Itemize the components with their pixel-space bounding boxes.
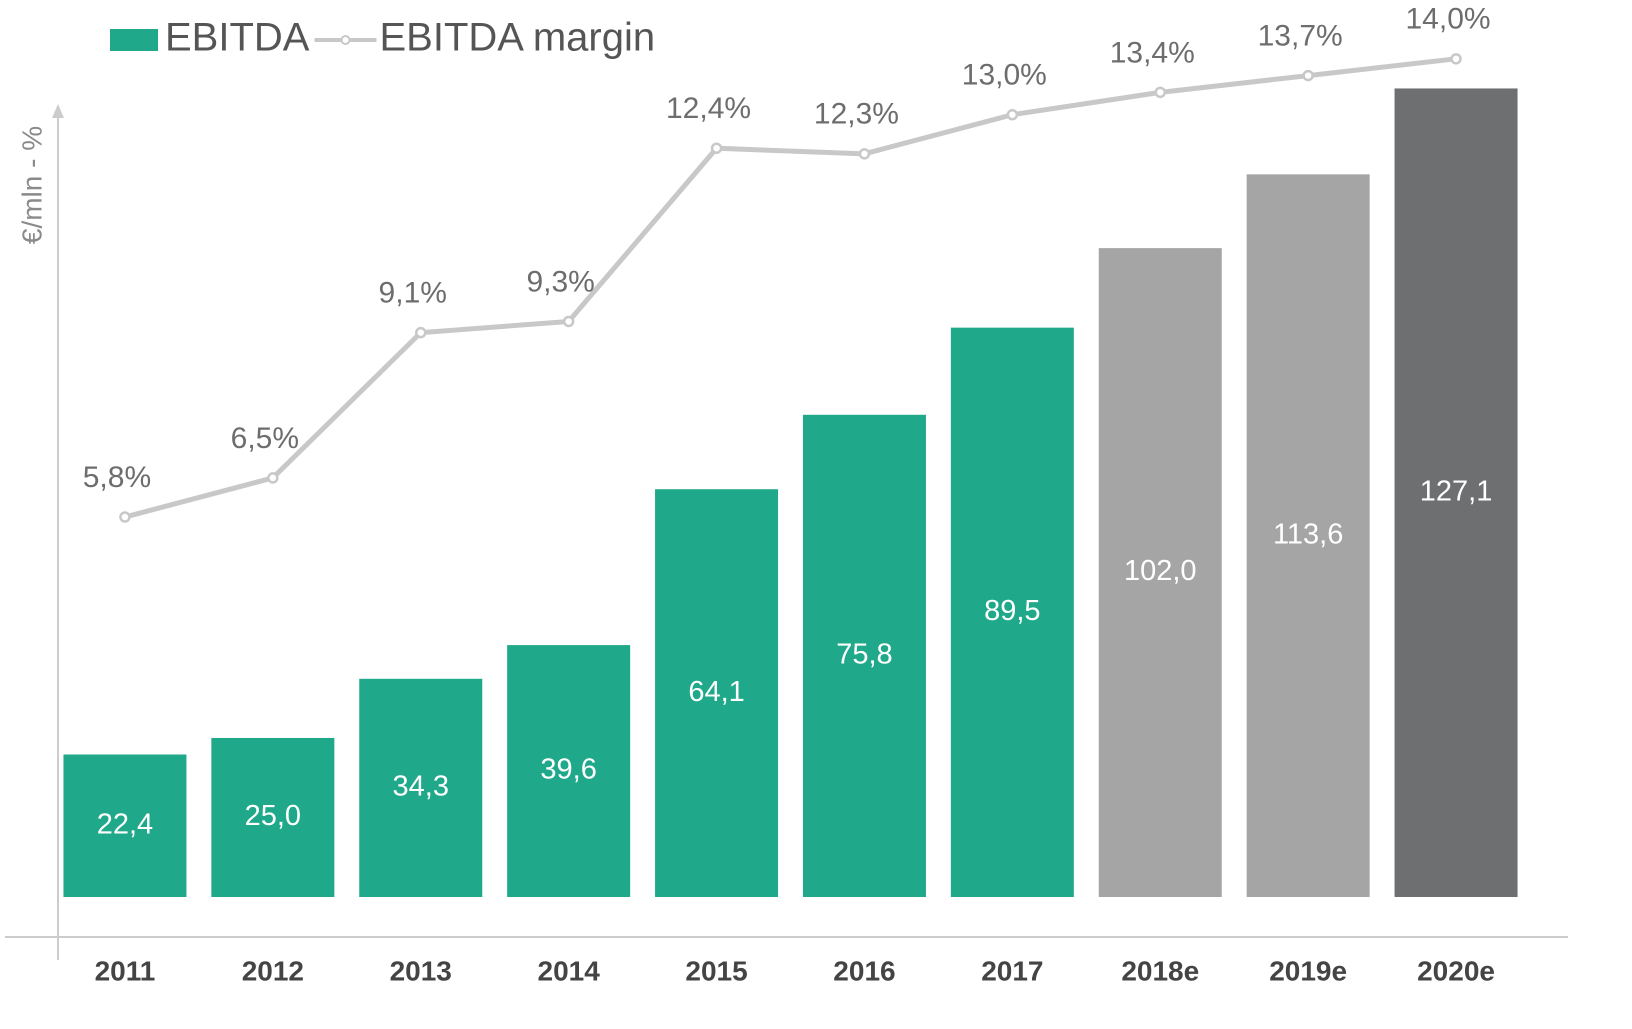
x-tick-label: 2014 xyxy=(538,955,601,986)
bar xyxy=(1394,88,1518,897)
x-tick-label: 2012 xyxy=(242,955,304,986)
bar-value-label: 89,5 xyxy=(984,595,1040,627)
line-value-label: 13,4% xyxy=(1110,36,1195,69)
bar xyxy=(1098,248,1222,898)
bar-value-label: 39,6 xyxy=(540,754,596,786)
bar xyxy=(63,754,187,897)
bar xyxy=(359,678,483,897)
legend-swatch xyxy=(110,29,158,51)
bar-value-label: 64,1 xyxy=(688,676,744,708)
x-tick-label: 2018e xyxy=(1121,955,1199,986)
line-marker xyxy=(562,315,575,328)
legend-label: EBITDA xyxy=(165,16,310,60)
line-value-label: 6,5% xyxy=(231,422,299,455)
x-tick-label: 2013 xyxy=(390,955,452,986)
bar xyxy=(950,327,1074,897)
bar-value-label: 127,1 xyxy=(1420,475,1493,507)
line-value-label: 13,0% xyxy=(962,59,1047,92)
bar-value-label: 25,0 xyxy=(245,800,301,832)
bar xyxy=(655,489,779,897)
x-tick-label: 2017 xyxy=(981,955,1043,986)
line-marker xyxy=(415,326,427,339)
y-axis-label: €/mln - % xyxy=(16,126,47,244)
line-value-label: 14,0% xyxy=(1406,3,1491,36)
x-tick-label: 2011 xyxy=(95,955,156,986)
bar-value-label: 22,4 xyxy=(97,808,153,840)
line-marker xyxy=(710,142,723,154)
line-value-label: 12,4% xyxy=(666,92,751,125)
bar xyxy=(211,737,335,897)
bar-value-label: 113,6 xyxy=(1273,518,1343,550)
line-marker xyxy=(267,472,279,484)
line-value-label: 9,3% xyxy=(526,265,594,298)
line-value-label: 9,1% xyxy=(379,277,447,310)
line-marker xyxy=(119,511,131,523)
bar xyxy=(507,645,631,897)
line xyxy=(124,56,1457,520)
bar xyxy=(802,414,926,897)
line-value-label: 12,3% xyxy=(814,98,899,131)
legend-marker xyxy=(340,35,351,45)
line-value-label: 5,8% xyxy=(83,461,151,494)
line-marker xyxy=(1154,86,1166,99)
line-value-label: 13,7% xyxy=(1258,20,1343,53)
legend-label: EBITDA margin xyxy=(379,16,655,60)
x-tick-label: 2016 xyxy=(833,955,895,986)
line-marker xyxy=(858,148,871,160)
line-marker xyxy=(1450,53,1462,65)
y-axis-arrow xyxy=(52,104,64,118)
x-tick-label: 2020e xyxy=(1417,955,1495,986)
bar-value-label: 34,3 xyxy=(393,771,449,803)
x-tick-label: 2019e xyxy=(1269,955,1347,986)
bar xyxy=(1246,174,1370,897)
bar-value-label: 75,8 xyxy=(836,639,892,671)
line-marker xyxy=(1006,108,1019,121)
line-marker xyxy=(1302,69,1314,82)
bar-value-label: 102,0 xyxy=(1124,555,1197,587)
x-tick-label: 2015 xyxy=(685,955,747,986)
